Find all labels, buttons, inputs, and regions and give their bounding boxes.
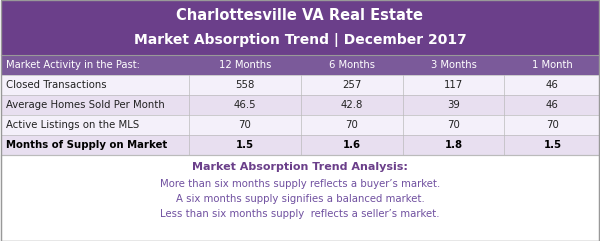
Text: Market Activity in the Past:: Market Activity in the Past: xyxy=(6,60,140,70)
Text: Average Homes Sold Per Month: Average Homes Sold Per Month xyxy=(6,100,165,110)
Text: 3 Months: 3 Months xyxy=(431,60,476,70)
Bar xyxy=(1,115,599,135)
Text: 70: 70 xyxy=(239,120,251,130)
Text: Active Listings on the MLS: Active Listings on the MLS xyxy=(6,120,139,130)
Text: 70: 70 xyxy=(447,120,460,130)
Text: 46: 46 xyxy=(546,100,559,110)
Text: Market Absorption Trend Analysis:: Market Absorption Trend Analysis: xyxy=(192,162,408,172)
Text: 42.8: 42.8 xyxy=(341,100,363,110)
Bar xyxy=(1,95,599,115)
Bar xyxy=(1,0,599,55)
Text: Months of Supply on Market: Months of Supply on Market xyxy=(6,140,167,150)
Bar xyxy=(1,155,599,241)
Text: Market Absorption Trend | December 2017: Market Absorption Trend | December 2017 xyxy=(134,33,466,47)
Text: 1.6: 1.6 xyxy=(343,140,361,150)
Text: 6 Months: 6 Months xyxy=(329,60,375,70)
Bar xyxy=(1,75,599,95)
Text: A six months supply signifies a balanced market.: A six months supply signifies a balanced… xyxy=(176,194,424,204)
Text: 46.5: 46.5 xyxy=(233,100,256,110)
Text: Charlottesville VA Real Estate: Charlottesville VA Real Estate xyxy=(176,8,424,23)
Text: 70: 70 xyxy=(346,120,358,130)
Bar xyxy=(1,55,599,75)
Bar xyxy=(1,135,599,155)
Text: 257: 257 xyxy=(343,80,362,90)
Text: 46: 46 xyxy=(546,80,559,90)
Text: 70: 70 xyxy=(546,120,559,130)
Text: 39: 39 xyxy=(447,100,460,110)
Text: 1.8: 1.8 xyxy=(445,140,463,150)
Text: 1.5: 1.5 xyxy=(236,140,254,150)
Text: More than six months supply reflects a buyer’s market.: More than six months supply reflects a b… xyxy=(160,179,440,189)
Text: 1 Month: 1 Month xyxy=(532,60,573,70)
Text: Less than six months supply  reflects a seller’s market.: Less than six months supply reflects a s… xyxy=(160,209,440,219)
Text: 12 Months: 12 Months xyxy=(219,60,271,70)
Text: Closed Transactions: Closed Transactions xyxy=(6,80,107,90)
Text: 117: 117 xyxy=(444,80,463,90)
Text: 1.5: 1.5 xyxy=(544,140,562,150)
Text: 558: 558 xyxy=(235,80,254,90)
